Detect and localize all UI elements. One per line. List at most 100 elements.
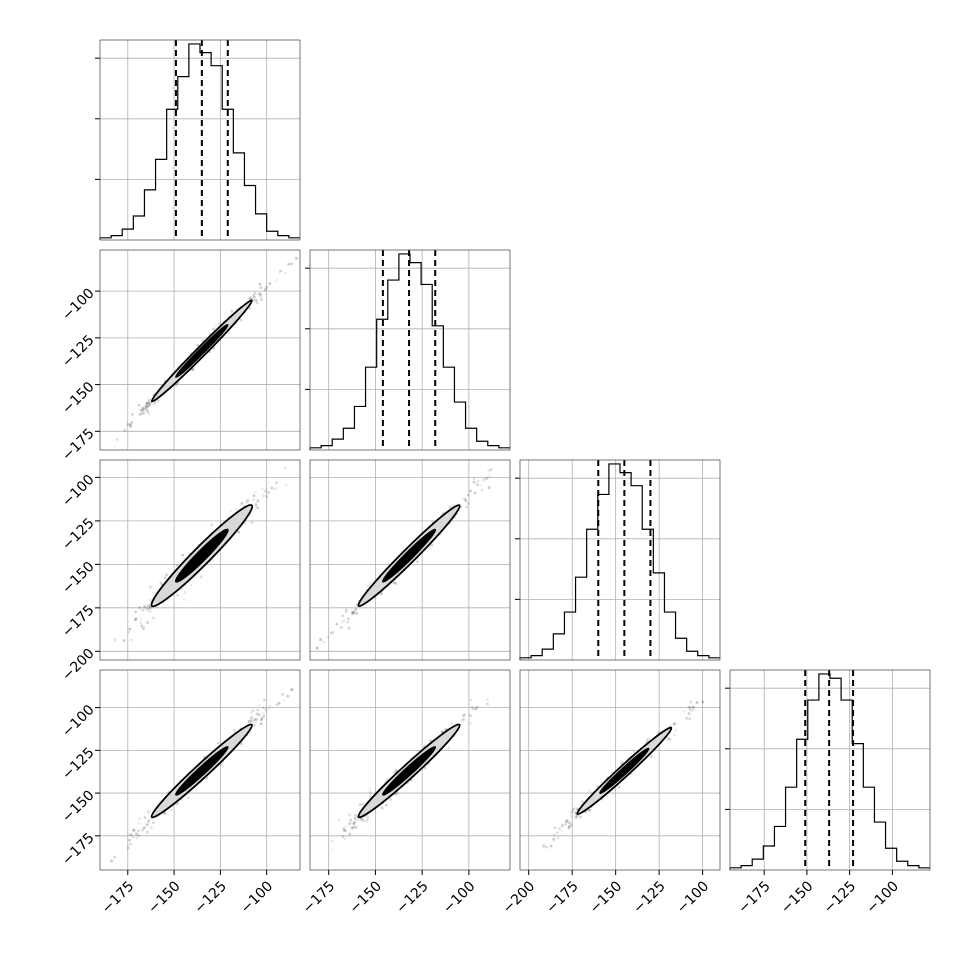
panel-hist-1 (305, 249, 511, 451)
sample-point (690, 708, 694, 712)
sample-point (268, 282, 272, 285)
sample-point (260, 716, 264, 720)
sample-point (617, 785, 621, 789)
sample-point (127, 630, 131, 634)
sample-point (282, 699, 286, 703)
sample-point (347, 822, 351, 826)
sample-point (256, 499, 260, 503)
sample-point (252, 720, 256, 723)
sample-point (552, 837, 555, 841)
sample-point (252, 494, 256, 498)
panel-frame (519, 459, 721, 661)
sample-point (165, 573, 168, 577)
sample-point (465, 505, 469, 509)
sample-point (570, 823, 574, 827)
y-tick-label: −125 (59, 332, 98, 371)
sample-point (339, 625, 343, 629)
sample-point (386, 562, 390, 566)
sample-point (262, 714, 266, 718)
sample-point (673, 733, 677, 737)
sample-point (260, 487, 264, 491)
sample-point (243, 521, 247, 525)
panel-hist-2 (515, 459, 721, 661)
sample-point (147, 410, 151, 414)
sample-point (131, 835, 135, 839)
sample-point (137, 403, 141, 407)
x-tick-label: −125 (191, 878, 230, 917)
sample-point (254, 507, 257, 511)
sample-point (259, 293, 262, 296)
sample-point (144, 404, 148, 408)
y-tick-label: −150 (59, 379, 98, 418)
sample-point (183, 597, 186, 601)
sample-point (283, 466, 287, 470)
sample-point (148, 598, 152, 602)
sample-point (688, 705, 692, 709)
sample-point (588, 789, 592, 793)
sample-point (175, 564, 179, 567)
sample-point (354, 820, 358, 824)
sample-point (353, 608, 357, 612)
sample-point (469, 698, 473, 702)
sample-point (478, 484, 482, 488)
sample-point (167, 598, 171, 602)
sample-point (147, 399, 151, 403)
sample-point (144, 406, 148, 410)
sample-point (485, 477, 488, 481)
x-tick-label: −175 (735, 878, 774, 917)
sample-point (174, 803, 178, 807)
x-tick-label: −100 (674, 878, 713, 917)
sample-point (275, 481, 278, 485)
sample-point (475, 482, 479, 486)
sample-point (344, 610, 348, 614)
sample-point (692, 708, 696, 711)
sample-point (268, 704, 272, 708)
sample-point (143, 605, 146, 609)
sample-point (581, 800, 584, 804)
sample-point (137, 821, 140, 825)
sample-point (353, 819, 357, 823)
sample-point (389, 798, 393, 801)
sample-point (281, 692, 284, 696)
panel-frame (309, 249, 511, 451)
sample-point (315, 647, 319, 651)
sample-point (216, 741, 220, 745)
sample-point (147, 820, 151, 824)
sample-point (250, 716, 253, 719)
sample-point (139, 412, 143, 415)
sample-point (349, 818, 353, 822)
sample-point (152, 616, 155, 620)
histogram-0 (99, 43, 300, 240)
sample-point (344, 608, 348, 612)
sample-point (249, 296, 253, 299)
sample-point (138, 413, 142, 417)
sample-point (352, 825, 355, 829)
sample-point (649, 755, 653, 758)
sample-point (578, 814, 582, 818)
sample-point (673, 722, 677, 725)
sample-point (423, 766, 427, 770)
x-tick-label: −200 (500, 878, 539, 917)
y-tick-label: −200 (59, 646, 98, 685)
sample-point (315, 646, 319, 650)
sample-point (139, 621, 143, 625)
sample-point (262, 711, 265, 715)
sample-point (147, 412, 150, 416)
sample-point (657, 730, 660, 734)
sample-point (128, 423, 132, 427)
sample-point (342, 829, 346, 832)
sample-point (379, 592, 383, 595)
sample-point (366, 816, 370, 819)
sample-point (475, 705, 479, 709)
sample-point (186, 796, 190, 800)
sample-point (440, 730, 444, 734)
sample-point (252, 298, 256, 302)
y-tick-label: −125 (59, 745, 98, 784)
sample-point (148, 585, 152, 589)
contour-inner (382, 528, 437, 583)
sample-point (145, 409, 149, 413)
sample-point (286, 694, 290, 698)
sample-point (163, 812, 167, 815)
panel-frame (99, 459, 301, 661)
sample-point (146, 830, 149, 834)
